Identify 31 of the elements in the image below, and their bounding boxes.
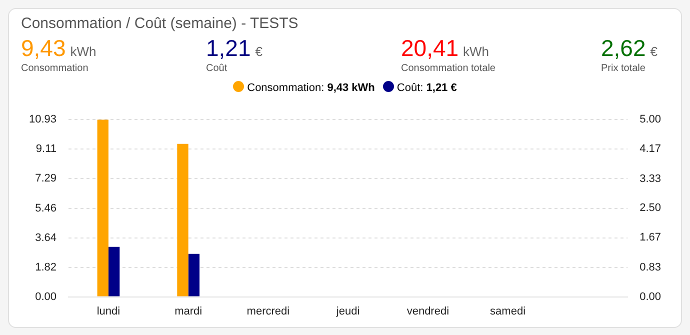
text: 20,41 kWh [401,35,490,61]
y-tick-label: 1.82 [35,261,57,274]
y2-tick-label: 1.67 [640,232,662,244]
y2-tick-label: 0.83 [640,261,662,274]
x-tick-label: lundi [96,305,120,318]
x-tick-label: mercredi [246,305,290,318]
legend-label: Consommation: 9,43 kWh [247,82,375,94]
y2-tick-label: 0.00 [640,290,662,303]
text: Consommation totale [401,63,496,74]
y2-tick-label: 2.50 [640,202,662,214]
x-tick-label: samedi [490,305,526,318]
y2-tick-label: 5.00 [640,114,662,126]
text: 2,62 € [601,35,658,61]
y-tick-label: 0.00 [35,290,57,303]
text: Consommation [21,63,90,74]
text: Coût [206,63,228,74]
y-tick-label: 7.29 [35,172,57,185]
text: 1,21 € [206,35,262,61]
y-tick-label: 5.46 [35,202,57,214]
legend-label: Coût: 1,21 € [396,82,457,94]
y2-tick-label: 3.33 [640,172,662,185]
text: Prix totale [601,63,646,74]
x-tick-label: jeudi [335,305,360,318]
x-tick-label: vendredi [406,305,450,318]
y-tick-label: 3.64 [35,232,57,244]
text: 9,43 kWh [21,35,96,61]
x-tick-label: mardi [174,305,202,318]
y2-tick-label: 4.17 [640,143,662,156]
y-tick-label: 10.93 [28,114,57,126]
y-tick-label: 9.11 [36,143,57,156]
chart-title: Consommation / Coût (semaine) - TESTS [21,15,298,32]
